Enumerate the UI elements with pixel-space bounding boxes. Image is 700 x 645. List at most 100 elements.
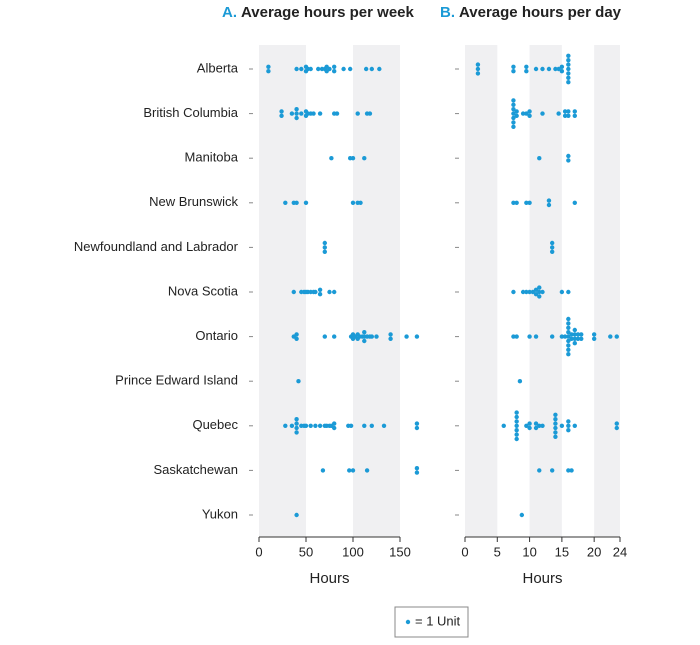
dot <box>362 338 367 344</box>
dot <box>537 294 542 299</box>
dot <box>350 468 356 473</box>
dot <box>553 425 558 431</box>
dot <box>299 111 304 116</box>
dot <box>524 64 529 70</box>
dot <box>279 113 284 119</box>
dot <box>559 69 565 74</box>
dot <box>549 240 555 246</box>
dot <box>572 423 577 428</box>
dot <box>608 334 613 339</box>
dot <box>572 327 577 333</box>
dot <box>527 334 532 339</box>
dot <box>327 289 332 295</box>
dot <box>569 468 574 473</box>
category-label: Manitoba <box>185 150 239 165</box>
panel-title: B. Average hours per day <box>440 4 622 21</box>
dot <box>363 66 369 72</box>
dot <box>350 200 356 205</box>
dot <box>514 423 519 428</box>
dot <box>355 111 360 116</box>
dot <box>294 417 299 422</box>
dot <box>514 109 519 114</box>
dot <box>514 428 519 433</box>
dot <box>414 334 420 339</box>
dot <box>533 292 539 297</box>
dot <box>514 414 519 420</box>
dot <box>566 321 571 326</box>
dot <box>614 334 619 339</box>
dot <box>533 334 539 339</box>
dot <box>374 334 379 339</box>
dot <box>377 66 382 72</box>
category-label: Quebec <box>192 417 238 432</box>
dot <box>524 289 529 295</box>
dot <box>559 64 565 70</box>
dot <box>511 334 516 339</box>
dot <box>311 111 316 116</box>
dot <box>308 423 313 428</box>
dot <box>566 53 571 58</box>
x-tick-label: 0 <box>255 544 262 559</box>
dot <box>511 115 516 121</box>
dot <box>553 412 558 417</box>
dot <box>414 425 420 431</box>
dot <box>566 71 571 76</box>
dot <box>540 289 545 295</box>
dot <box>520 111 526 116</box>
dot <box>562 113 568 119</box>
category-label: New Brunswick <box>149 194 238 209</box>
x-tick-label: 5 <box>494 544 501 559</box>
dot <box>294 200 299 205</box>
dot <box>566 289 571 295</box>
dot <box>514 334 519 339</box>
dot <box>566 428 571 433</box>
dot <box>369 66 374 72</box>
category-label: Newfoundland and Labrador <box>74 239 239 254</box>
dot <box>572 200 577 205</box>
dot <box>549 249 555 254</box>
x-tick-label: 10 <box>522 544 536 559</box>
dot <box>388 336 393 341</box>
dot <box>546 66 552 72</box>
dot <box>533 425 539 431</box>
dot <box>575 336 581 341</box>
dot <box>614 421 619 426</box>
dot <box>322 249 327 254</box>
dot <box>517 379 523 384</box>
dot <box>289 423 295 428</box>
dot <box>511 289 516 295</box>
dot <box>294 425 299 431</box>
dot <box>566 113 571 119</box>
dot <box>294 332 299 337</box>
x-tick-label: 100 <box>342 544 364 559</box>
legend-dot <box>405 619 411 625</box>
dot <box>562 109 568 114</box>
legend-label: = 1 Unit <box>415 613 461 628</box>
dot <box>294 115 299 121</box>
dot <box>511 107 516 112</box>
dot <box>566 343 571 348</box>
dot <box>566 316 571 322</box>
category-label: Prince Edward Island <box>115 373 238 388</box>
dot <box>527 200 532 205</box>
category-label: Saskatchewan <box>153 462 238 477</box>
dot <box>341 66 346 72</box>
dot <box>303 200 309 205</box>
dot <box>475 62 481 67</box>
dot <box>316 66 321 72</box>
dot <box>556 66 561 72</box>
dot <box>313 289 318 295</box>
dot <box>591 332 597 337</box>
dot <box>569 336 574 341</box>
panel-title: A. Average hours per week <box>222 4 415 21</box>
dot <box>294 66 299 72</box>
band <box>259 45 306 537</box>
dot <box>572 336 577 341</box>
dot <box>364 468 370 473</box>
dot <box>317 292 323 297</box>
x-tick-label: 20 <box>587 544 601 559</box>
dot <box>332 421 337 426</box>
dot <box>566 334 571 339</box>
dot <box>566 325 571 330</box>
dot <box>614 425 619 431</box>
